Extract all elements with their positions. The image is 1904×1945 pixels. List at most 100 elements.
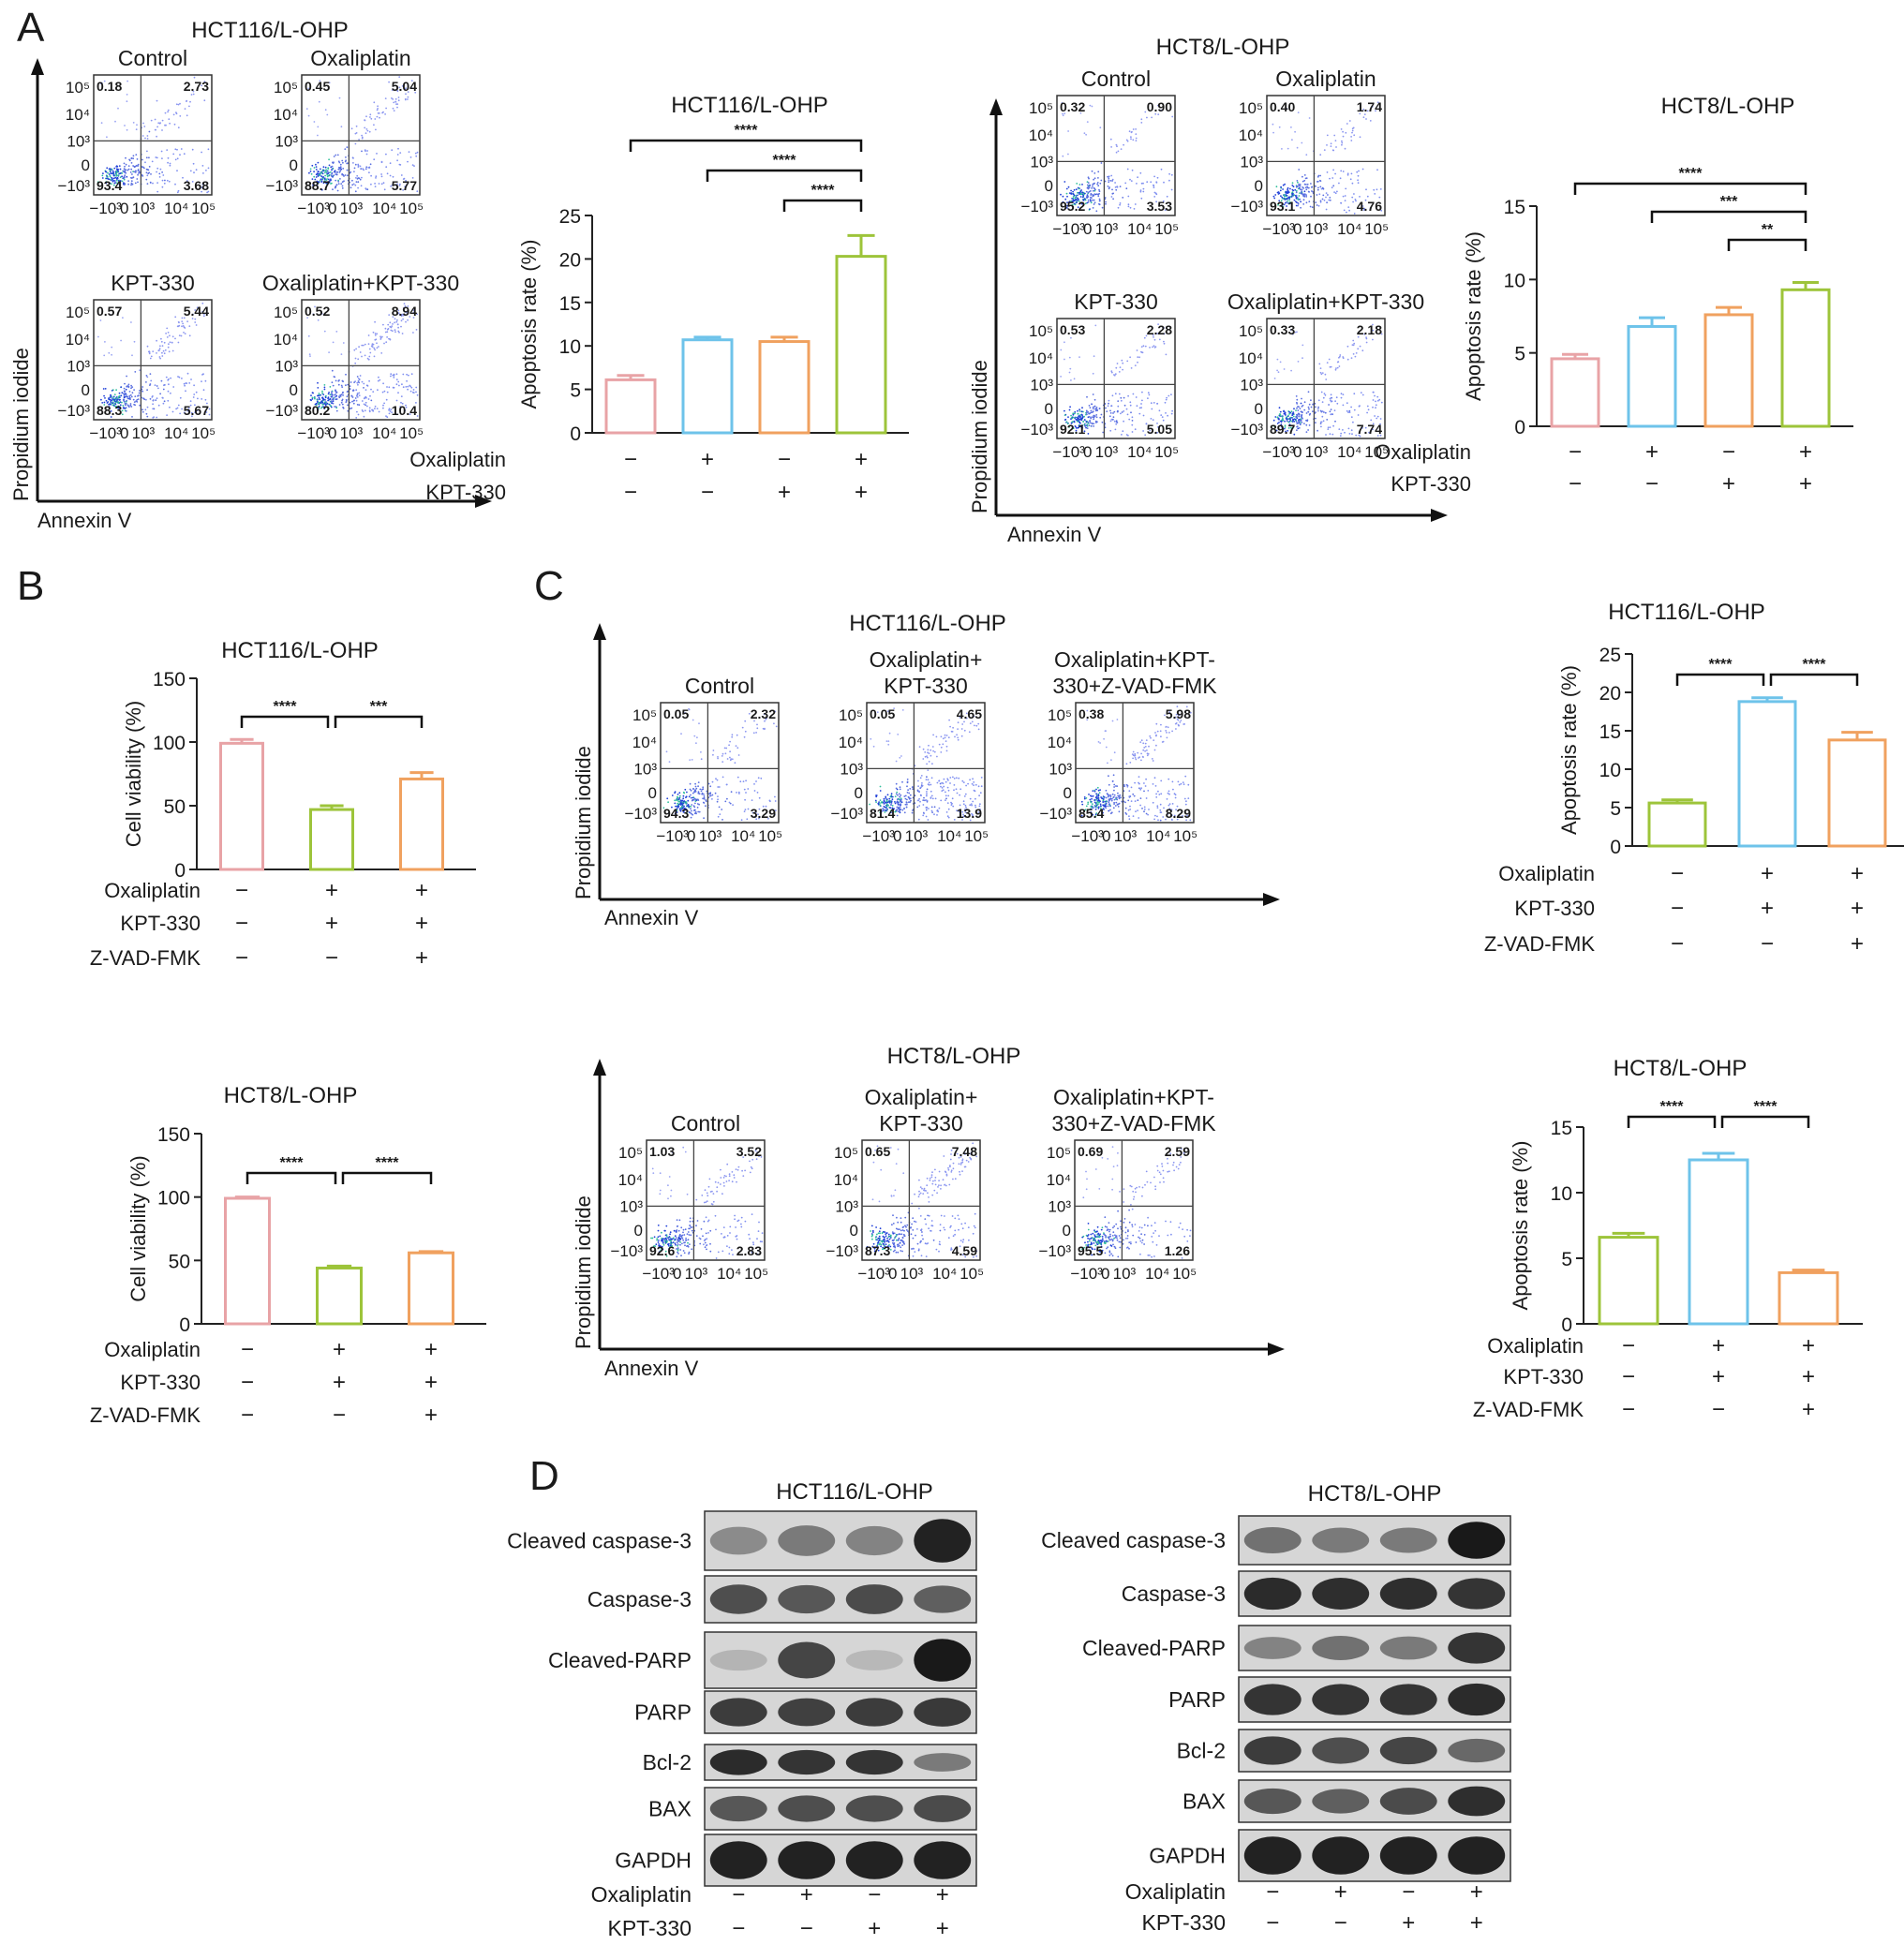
flow-dot xyxy=(949,777,952,779)
flow-dot xyxy=(751,1213,753,1215)
flow-dot xyxy=(1093,801,1096,804)
flow-dot xyxy=(396,154,399,156)
flow-dot xyxy=(397,312,400,315)
flow-dot xyxy=(894,1246,897,1249)
flow-dot xyxy=(1346,123,1348,125)
flow-dot xyxy=(331,168,334,171)
flow-dot xyxy=(1090,416,1092,419)
flow-dot xyxy=(1185,819,1187,822)
flow-dot xyxy=(109,403,112,406)
flow-dot xyxy=(1291,427,1293,430)
flow-dot xyxy=(1077,426,1079,429)
flow-dot xyxy=(352,402,355,405)
flow-dot xyxy=(1088,412,1091,415)
flow-dot xyxy=(350,127,353,130)
flow-dot xyxy=(105,171,108,173)
flow-dot xyxy=(1296,146,1299,149)
flow-dot xyxy=(1093,203,1095,205)
flow-dot xyxy=(361,380,364,383)
flow-dot xyxy=(891,1231,894,1233)
flow-dot xyxy=(1142,414,1145,417)
flow-dot xyxy=(1080,1248,1083,1251)
flow-dot xyxy=(1091,187,1093,189)
flow-dot xyxy=(677,1253,679,1255)
flow-dot xyxy=(1064,414,1066,416)
flow-dot xyxy=(365,166,368,169)
flow-dot xyxy=(1158,338,1161,341)
flow-dot xyxy=(1300,191,1302,194)
flow-dot xyxy=(119,176,122,179)
flow-dot xyxy=(1296,180,1299,182)
flow-dot xyxy=(1077,409,1078,412)
flow-dot xyxy=(109,396,112,399)
flow-dot xyxy=(338,97,341,99)
flow-dot xyxy=(133,340,136,343)
flow-dot xyxy=(1105,200,1107,203)
flow-dot xyxy=(1085,797,1088,799)
flow-dot xyxy=(1282,419,1285,422)
flow-dot xyxy=(906,779,909,780)
flow-dot xyxy=(1105,789,1108,792)
flow-dot xyxy=(732,1254,734,1255)
flow-dot xyxy=(1105,730,1107,732)
flow-dot xyxy=(322,176,324,178)
flow-dot xyxy=(167,161,170,164)
flow-dot xyxy=(1115,188,1118,191)
flow-dot xyxy=(1135,396,1138,398)
flow-dot xyxy=(1178,710,1180,712)
flow-dot xyxy=(662,1248,664,1251)
flow-dot xyxy=(945,735,948,736)
flow-dot xyxy=(927,1192,929,1195)
flow-dot xyxy=(316,399,319,401)
flow-dot xyxy=(1097,1240,1100,1241)
flow-dot xyxy=(1114,1247,1117,1250)
flow-dot xyxy=(320,181,323,184)
flow-dot xyxy=(977,785,980,788)
flow-dot xyxy=(146,415,149,418)
flow-dot xyxy=(183,326,186,329)
flow-dot xyxy=(744,730,747,733)
flow-dot xyxy=(405,404,407,407)
flow-dot xyxy=(888,1244,890,1246)
flow-x-tick: 10⁵ xyxy=(1154,443,1179,461)
flow-dot xyxy=(1327,194,1329,196)
flow-dot xyxy=(155,156,157,158)
flow-dot xyxy=(918,797,920,800)
flow-dot xyxy=(1111,797,1113,800)
flow-dot xyxy=(112,395,115,398)
flow-dot xyxy=(409,390,412,393)
flow-dot xyxy=(1093,425,1094,427)
flow-dot xyxy=(1103,1232,1105,1234)
flow-dot xyxy=(928,1227,930,1230)
quadrant-lr-value: 13.9 xyxy=(957,806,982,821)
flow-dot xyxy=(1101,421,1104,423)
flow-dot xyxy=(1351,127,1354,130)
flow-dot xyxy=(1109,809,1111,811)
flow-dot xyxy=(1360,392,1362,393)
flow-dot xyxy=(129,398,131,401)
flow-dot xyxy=(416,393,419,396)
flow-dot xyxy=(385,153,387,156)
flow-dot xyxy=(1284,426,1287,428)
flow-dot xyxy=(162,388,165,391)
flow-dot xyxy=(122,317,124,319)
flow-dot xyxy=(1277,418,1280,420)
flow-dot xyxy=(1298,183,1300,186)
flow-dot xyxy=(1076,416,1078,419)
flow-dot xyxy=(774,809,777,811)
flow-dot xyxy=(693,790,696,793)
flow-dot xyxy=(775,725,778,728)
flow-dot xyxy=(357,186,359,189)
flow-dot xyxy=(192,162,195,165)
flow-dot xyxy=(656,1238,659,1240)
flow-dot xyxy=(108,397,110,399)
flow-dot xyxy=(758,817,760,820)
flow-dot xyxy=(351,390,354,392)
flow-dot xyxy=(330,405,332,408)
flow-dot xyxy=(960,735,963,737)
flow-dot xyxy=(931,746,934,748)
flow-dot xyxy=(1334,140,1337,142)
flow-dot xyxy=(1077,197,1078,200)
flow-dot xyxy=(110,172,112,175)
flow-dot xyxy=(753,783,755,785)
